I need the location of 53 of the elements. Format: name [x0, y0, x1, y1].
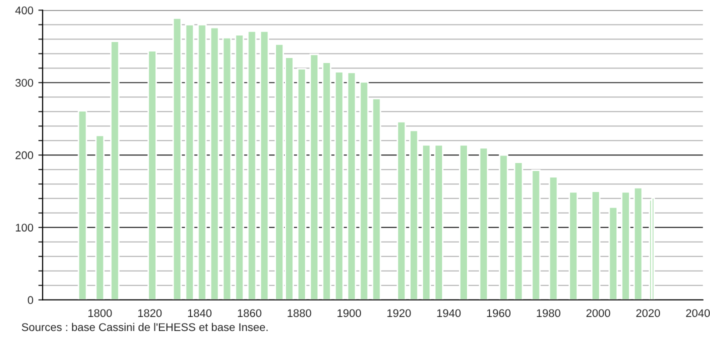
x-tick-label: 1900 — [338, 309, 362, 318]
x-tick-label: 2040 — [686, 309, 710, 318]
y-tick-label: 300 — [15, 78, 34, 87]
x-tick-label: 1820 — [138, 309, 162, 318]
x-tick-label: 1880 — [288, 309, 312, 318]
x-tick-label: 1840 — [188, 309, 212, 318]
bar — [591, 190, 600, 300]
bar — [247, 30, 257, 300]
bar — [434, 144, 444, 300]
x-tick-label: 1960 — [487, 309, 511, 318]
bar — [459, 144, 468, 300]
bar — [222, 37, 232, 300]
y-tick-label: 200 — [16, 151, 34, 160]
bar — [568, 191, 578, 300]
bar — [372, 98, 382, 300]
bar — [334, 71, 344, 300]
bar — [514, 162, 524, 300]
y-tick-label: 0 — [28, 296, 34, 304]
bar — [359, 81, 369, 300]
x-tick-label: 1860 — [238, 309, 262, 318]
bar — [148, 50, 157, 300]
bar — [210, 26, 220, 300]
bar — [322, 62, 332, 300]
bar — [184, 24, 194, 300]
bar — [297, 68, 306, 300]
bar — [478, 147, 488, 300]
x-tick-label: 1980 — [536, 309, 560, 318]
bar — [78, 110, 88, 300]
x-tick-label: 1940 — [437, 309, 461, 318]
x-tick-label: 2000 — [586, 309, 610, 318]
y-tick-label: 100 — [16, 224, 34, 232]
bar — [498, 154, 508, 300]
bar — [396, 121, 406, 300]
y-tick-label: 400 — [15, 6, 34, 14]
x-tick-label: 1920 — [387, 309, 411, 318]
bar — [95, 134, 105, 300]
source-note: Sources : base Cassini de l'EHESS et base Insee. — [22, 322, 268, 332]
bar — [260, 30, 270, 300]
x-tick-label: 2020 — [636, 309, 660, 318]
x-tick-label: 1800 — [88, 309, 112, 318]
bar — [633, 186, 643, 300]
bar — [172, 17, 182, 300]
bar — [197, 24, 207, 300]
bar — [346, 72, 356, 300]
bar — [608, 206, 618, 300]
bar — [409, 130, 419, 300]
bar — [620, 191, 630, 300]
bar — [234, 34, 244, 300]
bar — [548, 176, 558, 300]
bar — [422, 144, 432, 300]
bar — [110, 40, 120, 300]
bar — [531, 170, 541, 300]
bar — [310, 54, 319, 300]
